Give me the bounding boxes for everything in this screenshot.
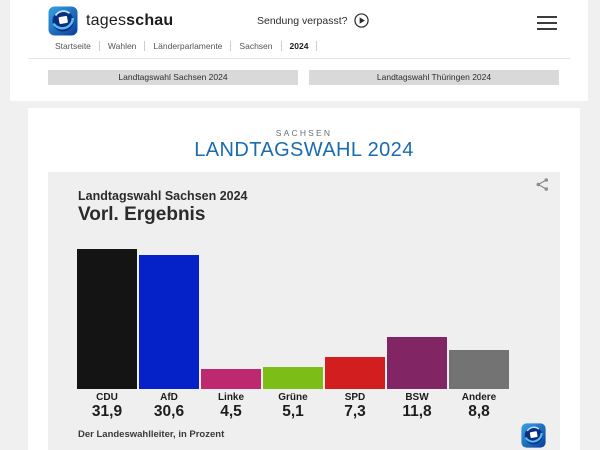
- bar-linke: [201, 369, 261, 389]
- party-value: 11,8: [402, 403, 432, 420]
- breadcrumb-item[interactable]: Startseite: [55, 41, 91, 51]
- party-value: 30,6: [153, 403, 185, 420]
- bar-spd: [325, 357, 385, 389]
- menu-icon[interactable]: [537, 16, 557, 30]
- bar-grne: [263, 367, 323, 389]
- play-icon[interactable]: [354, 13, 370, 28]
- breadcrumb-item[interactable]: Sachsen: [239, 41, 273, 51]
- bar-bsw: [387, 337, 447, 389]
- page-kicker: SACHSEN: [275, 128, 333, 138]
- tab-landtagswahl-sachsen[interactable]: Landtagswahl Sachsen 2024: [48, 70, 298, 85]
- brand-name: tagesschau: [86, 12, 174, 29]
- party-label: Grüne: [278, 392, 308, 403]
- party-label: Andere: [461, 392, 497, 403]
- party-value: 4,5: [220, 403, 242, 420]
- breadcrumb-item[interactable]: Länderparlamente: [153, 41, 223, 51]
- party-value: 7,3: [344, 403, 366, 420]
- site-header: tagesschau Sendung verpasst? Startseite W…: [10, 0, 588, 101]
- party-label: BSW: [405, 392, 429, 403]
- breadcrumb-separator: [280, 41, 282, 51]
- breadcrumb-item[interactable]: Wahlen: [107, 41, 137, 51]
- share-icon[interactable]: [535, 177, 550, 192]
- tagesschau-logo-icon[interactable]: [48, 6, 78, 36]
- page-title: LANDTAGSWAHL 2024: [194, 139, 414, 161]
- chart-source: Der Landeswahlleiter, in Prozent: [78, 429, 225, 440]
- chart-title: Landtagswahl Sachsen 2024: [78, 189, 248, 203]
- breadcrumb-separator: [98, 41, 100, 51]
- breadcrumb-item[interactable]: 2024: [289, 41, 309, 51]
- bar-column: Grüne 5,1: [263, 249, 323, 421]
- bar-andere: [449, 350, 509, 389]
- main-content: SACHSEN LANDTAGSWAHL 2024 Landtagswahl S…: [28, 108, 580, 450]
- breadcrumb-separator: [230, 41, 232, 51]
- bar-column: Andere 8,8: [449, 249, 509, 421]
- party-value: 31,9: [91, 403, 123, 420]
- bar-column: AfD 30,6: [139, 249, 199, 421]
- party-value: 8,8: [468, 403, 490, 420]
- tab-landtagswahl-thueringen[interactable]: Landtagswahl Thüringen 2024: [309, 70, 559, 85]
- sendung-verpasst-label: Sendung verpasst?: [257, 14, 348, 27]
- party-label: AfD: [160, 392, 178, 403]
- election-result-chart: Landtagswahl Sachsen 2024 Vorl. Ergebnis…: [48, 172, 560, 450]
- breadcrumb-separator: [144, 41, 146, 51]
- brand-home-link[interactable]: tagesschau: [48, 6, 173, 36]
- bar-column: SPD 7,3: [325, 249, 385, 421]
- chart-header: Landtagswahl Sachsen 2024 Vorl. Ergebnis: [78, 189, 248, 226]
- bar-column: Linke 4,5: [201, 249, 261, 421]
- tab-row: Landtagswahl Sachsen 2024 Landtagswahl Th…: [48, 70, 559, 85]
- party-label: CDU: [96, 392, 118, 403]
- bar-cdu: [77, 249, 137, 389]
- tagesschau-watermark-icon: [521, 423, 546, 448]
- breadcrumb-separator: [316, 41, 318, 51]
- party-label: SPD: [344, 392, 366, 403]
- bar-column: CDU 31,9: [77, 249, 137, 421]
- bar-chart: CDU 31,9 AfD 30,6 Linke 4,5 Grüne 5,1 SPD 7,3 BSW 1…: [77, 249, 509, 421]
- chart-subtitle: Vorl. Ergebnis: [78, 204, 206, 225]
- sendung-verpasst-link[interactable]: Sendung verpasst?: [257, 13, 370, 28]
- breadcrumb: Startseite Wahlen Länderparlamente Sachsen 2…: [55, 41, 325, 51]
- party-value: 5,1: [282, 403, 304, 420]
- bar-afd: [139, 255, 199, 389]
- bar-column: BSW 11,8: [387, 249, 447, 421]
- party-label: Linke: [217, 392, 245, 403]
- header-divider: [28, 58, 570, 59]
